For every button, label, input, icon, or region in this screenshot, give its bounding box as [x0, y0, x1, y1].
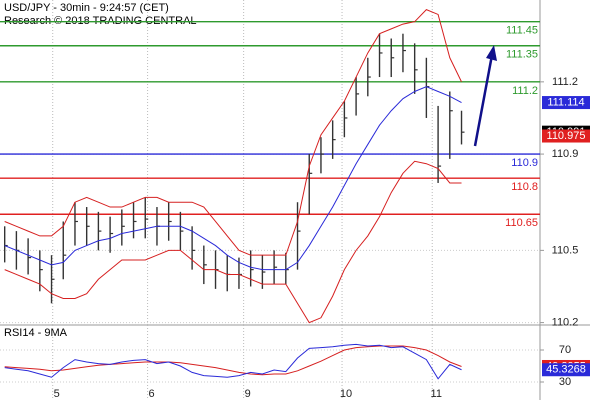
chart-subtitle: Research © 2018 TRADING CENTRAL: [4, 15, 197, 27]
level-label: 110.65: [505, 217, 538, 229]
level-label: 110.9: [511, 157, 538, 169]
price-tag-label: 45.3268: [546, 364, 586, 376]
y-tick-label: 110.9: [552, 148, 579, 160]
price-tag: 111.114: [542, 96, 590, 110]
level-label: 111.2: [512, 85, 538, 97]
price-tag-box: [542, 129, 590, 143]
x-tick-label: 5: [54, 388, 60, 400]
forecast-arrowhead: [486, 45, 497, 61]
series-line: [4, 9, 462, 256]
price-tag: 45.3268: [542, 363, 590, 377]
level-label: 111.35: [506, 49, 538, 61]
x-tick-label: 6: [149, 388, 155, 400]
price-tag-label: 110.975: [547, 130, 586, 142]
x-tick-label: 10: [340, 388, 352, 400]
y-tick-label: 111.2: [552, 76, 578, 88]
level-label: 111.45: [506, 25, 538, 37]
series-line: [4, 343, 462, 380]
price-tag-box: [542, 96, 590, 110]
forecast-arrow: [473, 54, 494, 147]
y-tick-label: 30: [559, 376, 571, 388]
x-tick-label: 9: [245, 388, 251, 400]
rsi-title: RSI14 - 9MA: [4, 327, 68, 339]
level-label: 110.8: [511, 181, 538, 193]
price-tag: 110.975: [542, 129, 590, 143]
x-tick-label: 11: [431, 388, 442, 400]
price-tag-box: [542, 363, 590, 377]
series-line: [4, 86, 462, 271]
series-line: [4, 160, 462, 324]
price-tag-label: 111.114: [547, 96, 584, 108]
chart-title: USD/JPY - 30min - 9:24:57 (CET): [4, 2, 169, 14]
y-tick-label: 110.5: [552, 244, 579, 256]
y-tick-label: 70: [559, 344, 571, 356]
y-tick-label: 110.2: [552, 316, 579, 328]
